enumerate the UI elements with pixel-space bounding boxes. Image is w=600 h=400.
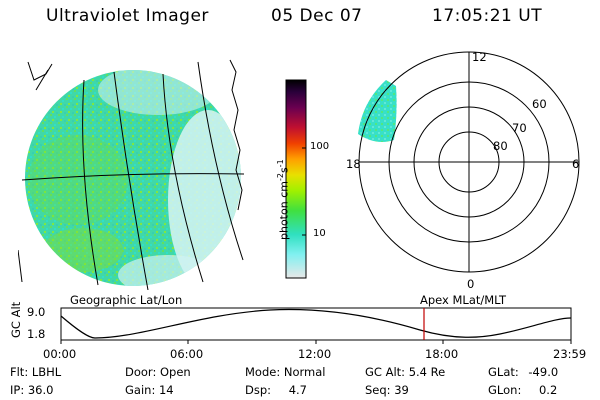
observation-time: 17:05:21 UT: [432, 6, 543, 26]
mlt-6-label: 6: [572, 157, 579, 171]
status-door: Door: Open: [125, 365, 191, 379]
orbit-ylabel: GC Alt: [9, 302, 23, 338]
orbit-xtick-0600: 06:00: [170, 347, 203, 361]
aurora-emission-disc: [25, 70, 241, 286]
instrument-title: Ultraviolet Imager: [46, 6, 209, 26]
orbit-xtick-1200: 12:00: [298, 347, 331, 361]
altitude-curve: [60, 308, 572, 339]
status-glat: GLat: -49.0: [488, 365, 559, 379]
geographic-label: Geographic Lat/Lon: [70, 293, 183, 307]
status-glon: GLon: 0.2: [488, 383, 558, 397]
status-gain: Gain: 14: [125, 383, 174, 397]
unit-s: s: [277, 167, 291, 174]
unit-photon-cm: photon cm: [277, 181, 291, 240]
colorbar-tick-10: 10: [313, 228, 326, 239]
geographic-image: [18, 59, 245, 290]
orbit-xtick-2359: 23:59: [553, 347, 586, 361]
unit-exp-2: -1: [276, 159, 285, 168]
unit-exp-1: -2: [276, 173, 285, 182]
status-flt: Flt: LBHL: [10, 365, 62, 379]
observation-date: 05 Dec 07: [271, 6, 363, 26]
apex-label: Apex MLat/MLT: [420, 293, 507, 307]
orbit-xtick-1800: 18:00: [425, 347, 458, 361]
mlat-70-label: 70: [512, 121, 527, 135]
status-ip: IP: 36.0: [10, 383, 54, 397]
mlt-12-label: 12: [472, 50, 487, 64]
polar-mlat-mlt-plot: 12 18 6 0 60 70 80: [346, 50, 580, 291]
mlat-60-label: 60: [532, 97, 547, 111]
orbit-x-ticks: [60, 340, 572, 344]
mlt-0-label: 0: [467, 277, 474, 291]
status-seq: Seq: 39: [365, 383, 409, 397]
colorbar-tick-100: 100: [310, 141, 330, 152]
polar-grid: [358, 51, 580, 273]
orbit-xtick-0000: 00:00: [43, 347, 76, 361]
mlat-80-label: 80: [493, 139, 508, 153]
aurora-oval-patch: [358, 80, 397, 142]
status-dsp: Dsp: 4.7: [245, 383, 307, 397]
orbit-ytick-low: 1.8: [27, 327, 45, 341]
coastline: [18, 59, 243, 283]
mlt-18-label: 18: [346, 157, 361, 171]
colorbar-unit-label: photon cm-2s-1: [276, 159, 291, 240]
orbit-altitude-plot: 9.0 1.8 GC Alt 00:00 06:00 12:00 18:00 2…: [9, 302, 586, 361]
status-mode: Mode: Normal: [245, 365, 326, 379]
colorbar: [285, 79, 307, 279]
orbit-ytick-high: 9.0: [27, 305, 45, 319]
status-gc-alt: GC Alt: 5.4 Re: [365, 365, 446, 379]
colorbar-scale: [285, 79, 307, 279]
